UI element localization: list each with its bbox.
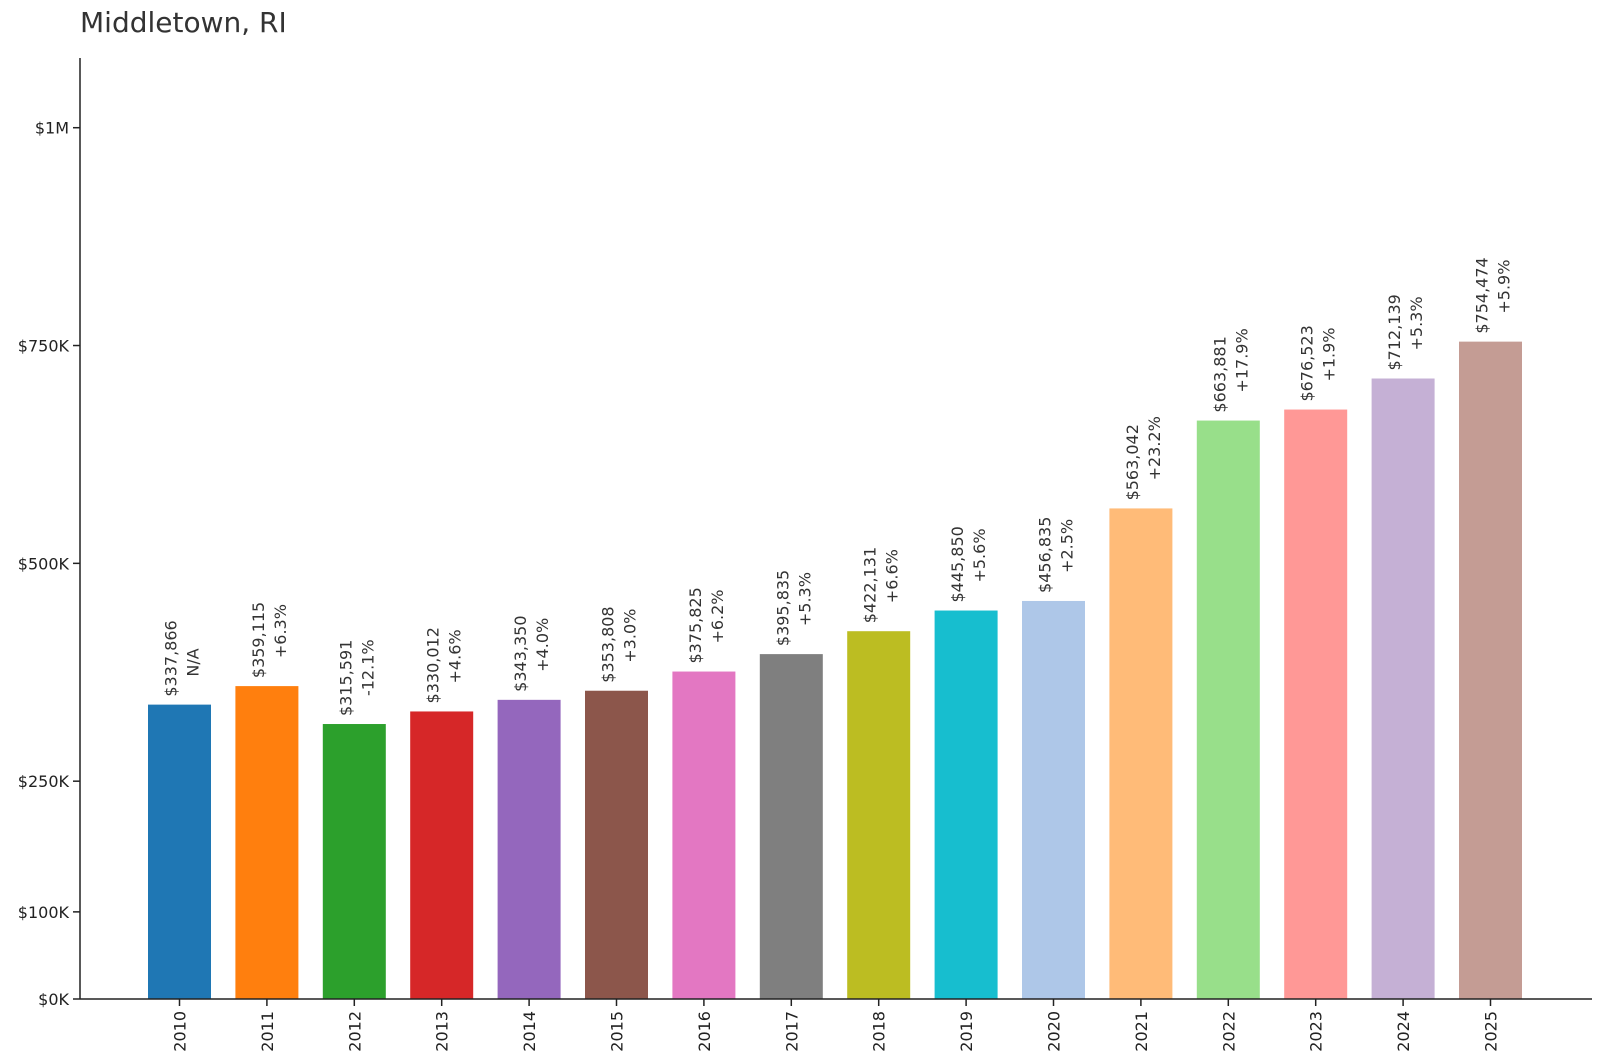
x-tick-label: 2025 bbox=[1482, 1011, 1501, 1052]
x-tick-label: 2011 bbox=[258, 1011, 277, 1052]
x-tick-label: 2024 bbox=[1394, 1011, 1413, 1052]
y-tick-label: $750K bbox=[18, 337, 70, 356]
bar-value-label: $456,835 bbox=[1036, 517, 1055, 593]
x-tick-label: 2016 bbox=[695, 1011, 714, 1052]
bar-2024 bbox=[1371, 378, 1435, 999]
bar-value-label: $337,866 bbox=[162, 620, 181, 696]
y-tick-label: $100K bbox=[18, 903, 70, 922]
bar-value-label: $563,042 bbox=[1123, 424, 1142, 500]
bar-2017 bbox=[759, 654, 823, 999]
bar-change-label: N/A bbox=[184, 648, 203, 676]
bar-change-label: +5.9% bbox=[1495, 260, 1514, 314]
bar-change-label: +6.2% bbox=[708, 589, 727, 643]
bar-2023 bbox=[1284, 409, 1348, 1000]
bar-2022 bbox=[1196, 420, 1260, 999]
bar-change-label: -12.1% bbox=[358, 639, 377, 696]
x-tick-label: 2014 bbox=[520, 1011, 539, 1052]
x-tick-label: 2023 bbox=[1307, 1011, 1326, 1052]
x-tick-label: 2012 bbox=[345, 1011, 364, 1052]
bar-change-label: +6.6% bbox=[883, 549, 902, 603]
y-tick-label: $500K bbox=[18, 554, 70, 573]
x-tick-label: 2015 bbox=[608, 1011, 627, 1052]
bar-value-label: $712,139 bbox=[1385, 294, 1404, 370]
bar-value-label: $359,115 bbox=[249, 602, 268, 678]
bar-value-label: $663,881 bbox=[1210, 336, 1229, 412]
bar-change-label: +6.3% bbox=[271, 604, 290, 658]
bar-change-label: +3.0% bbox=[621, 609, 640, 663]
bar-value-label: $375,825 bbox=[686, 587, 705, 663]
bar-change-label: +5.6% bbox=[970, 528, 989, 582]
bar-2016 bbox=[672, 671, 736, 999]
x-tick-label: 2021 bbox=[1132, 1011, 1151, 1052]
bar-value-label: $343,350 bbox=[511, 615, 530, 691]
bar-change-label: +1.9% bbox=[1320, 327, 1339, 381]
bar-value-label: $422,131 bbox=[861, 547, 880, 623]
x-axis-ticks: 2010 2011 2012 2013 2014 2015 2016 2017 2018 2019… bbox=[171, 999, 1501, 1052]
x-tick-label: 2020 bbox=[1045, 1011, 1064, 1052]
bar-2011 bbox=[235, 686, 299, 999]
bar-value-label: $315,591 bbox=[336, 640, 355, 716]
bar-2013 bbox=[410, 711, 474, 999]
bar-change-label: +2.5% bbox=[1058, 519, 1077, 573]
bar-labels-group: $337,866 N/A $359,115 +6.3% $315,591 -12.1% $3… bbox=[162, 257, 1514, 716]
chart-title: Middletown, RI bbox=[80, 6, 287, 39]
bar-2018 bbox=[847, 631, 911, 999]
bar-value-label: $353,808 bbox=[599, 606, 618, 682]
bar-2015 bbox=[585, 690, 648, 999]
x-tick-label: 2019 bbox=[957, 1011, 976, 1052]
bar-2020 bbox=[1022, 600, 1085, 999]
bar-2010 bbox=[148, 704, 211, 999]
bar-change-label: +5.3% bbox=[795, 572, 814, 626]
bars-group bbox=[148, 341, 1522, 1000]
bar-2025 bbox=[1459, 341, 1522, 999]
bar-value-label: $330,012 bbox=[424, 627, 443, 703]
bar-value-label: $445,850 bbox=[948, 526, 967, 602]
bar-change-label: +17.9% bbox=[1232, 328, 1251, 392]
y-tick-label: $0K bbox=[38, 990, 69, 1009]
bar-value-label: $676,523 bbox=[1298, 325, 1317, 401]
y-axis-ticks: $0K $100K $250K $500K $750K $1M bbox=[18, 119, 80, 1009]
bar-2021 bbox=[1109, 508, 1173, 999]
bar-change-label: +4.0% bbox=[533, 618, 552, 672]
x-tick-label: 2017 bbox=[782, 1011, 801, 1052]
y-tick-label: $250K bbox=[18, 772, 70, 791]
x-tick-label: 2013 bbox=[433, 1011, 452, 1052]
bar-value-label: $754,474 bbox=[1473, 257, 1492, 333]
y-tick-label: $1M bbox=[35, 119, 69, 138]
x-tick-label: 2022 bbox=[1219, 1011, 1238, 1052]
x-tick-label: 2018 bbox=[870, 1011, 889, 1052]
bar-value-label: $395,835 bbox=[773, 570, 792, 646]
bar-2014 bbox=[497, 699, 561, 999]
bar-2019 bbox=[934, 610, 998, 999]
bar-2012 bbox=[322, 724, 386, 999]
bar-change-label: +23.2% bbox=[1145, 416, 1164, 480]
x-tick-label: 2010 bbox=[171, 1011, 190, 1052]
bar-change-label: +4.6% bbox=[446, 629, 465, 683]
bar-change-label: +5.3% bbox=[1407, 296, 1426, 350]
